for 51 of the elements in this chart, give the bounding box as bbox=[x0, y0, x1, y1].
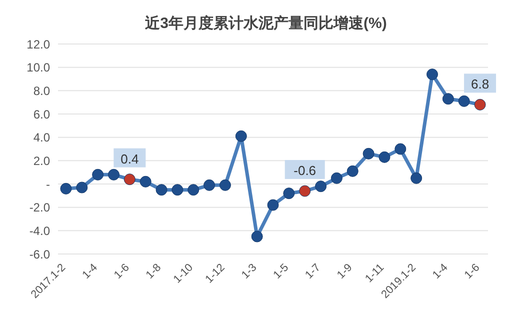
x-tick-label: 1-3 bbox=[239, 262, 260, 282]
point bbox=[346, 165, 358, 177]
point bbox=[219, 179, 231, 191]
point bbox=[251, 230, 263, 242]
y-tick-label: 6.0 bbox=[33, 107, 50, 122]
point bbox=[330, 172, 342, 184]
point bbox=[442, 93, 454, 105]
point bbox=[410, 172, 422, 184]
y-tick-label: 12.0 bbox=[26, 37, 50, 52]
point bbox=[235, 130, 247, 142]
point bbox=[124, 174, 136, 186]
x-tick-label: 1-9 bbox=[335, 262, 355, 282]
x-tick-label: 1-5 bbox=[271, 262, 292, 282]
point bbox=[378, 151, 390, 163]
point bbox=[362, 148, 374, 160]
x-tick-label: 1-4 bbox=[430, 262, 450, 282]
data-label: 6.8 bbox=[471, 76, 490, 92]
data-label: -0.6 bbox=[294, 163, 316, 178]
point bbox=[267, 199, 279, 211]
x-tick-label: 1-6 bbox=[462, 262, 482, 282]
point bbox=[92, 168, 104, 180]
point bbox=[172, 184, 184, 196]
x-tick-label: 1-11 bbox=[363, 262, 387, 286]
point bbox=[140, 176, 152, 188]
point bbox=[76, 182, 88, 194]
y-tick-label: - bbox=[46, 177, 50, 192]
point bbox=[188, 184, 200, 196]
y-tick-label: 8.0 bbox=[33, 84, 50, 98]
point bbox=[458, 95, 470, 107]
point bbox=[299, 185, 311, 197]
point bbox=[283, 188, 295, 200]
point bbox=[474, 98, 486, 110]
x-tick-label: 1-8 bbox=[144, 262, 164, 282]
point bbox=[394, 143, 406, 155]
point bbox=[315, 180, 327, 192]
point bbox=[204, 179, 216, 191]
y-tick-label: 4.0 bbox=[33, 130, 50, 145]
point bbox=[426, 68, 438, 80]
y-tick-label: -2.0 bbox=[29, 200, 50, 215]
y-tick-label: -6.0 bbox=[29, 247, 50, 262]
point bbox=[156, 184, 168, 196]
point bbox=[60, 182, 72, 194]
y-tick-label: 2.0 bbox=[33, 154, 50, 168]
x-tick-label: 1-6 bbox=[112, 262, 132, 282]
y-tick-label: -4.0 bbox=[29, 224, 50, 238]
data-label: 0.4 bbox=[120, 151, 139, 166]
x-tick-label: 1-4 bbox=[80, 262, 100, 282]
chart-title: 近3年月度累计水泥产量同比增速(%) bbox=[144, 14, 388, 34]
y-tick-label: 10.0 bbox=[26, 60, 50, 75]
x-tick-label: 1-7 bbox=[303, 262, 323, 282]
point bbox=[108, 168, 120, 180]
